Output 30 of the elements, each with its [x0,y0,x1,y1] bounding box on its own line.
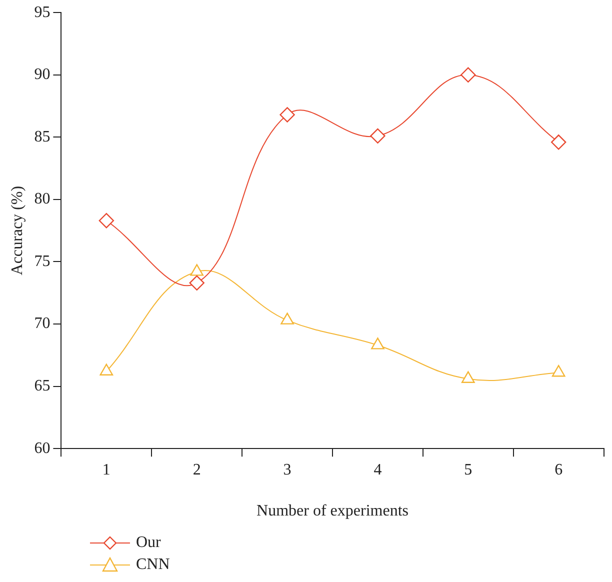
y-tick-label: 80 [34,190,50,208]
x-tick-label: 5 [464,461,472,478]
x-tick-label: 1 [102,461,110,478]
point [190,264,204,276]
y-tick-label: 95 [34,4,50,21]
point [280,107,295,122]
point [460,67,476,82]
y-tick-label: 60 [34,440,50,457]
legend-label: Our [136,534,161,552]
point [280,312,294,324]
point [100,364,114,376]
x-tick-label: 6 [554,461,563,478]
point [550,134,566,150]
y-tick-label: 70 [34,315,50,332]
legend-label: CNN [136,556,170,574]
point [98,213,114,228]
point [552,365,566,377]
y-tick-label: 90 [34,66,50,84]
point [370,128,386,144]
y-tick-label: 85 [34,128,50,146]
point [461,371,475,383]
x-tick-label: 4 [374,461,382,478]
x-tick-label: 2 [192,461,201,478]
point [189,275,204,291]
point [371,338,384,350]
y-axis-title: Accuracy (%) [8,186,26,276]
y-tick-label: 65 [34,378,50,395]
x-axis-title: Number of experiments [256,502,408,520]
y-tick-label: 75 [34,252,50,270]
x-tick-label: 3 [283,461,292,478]
